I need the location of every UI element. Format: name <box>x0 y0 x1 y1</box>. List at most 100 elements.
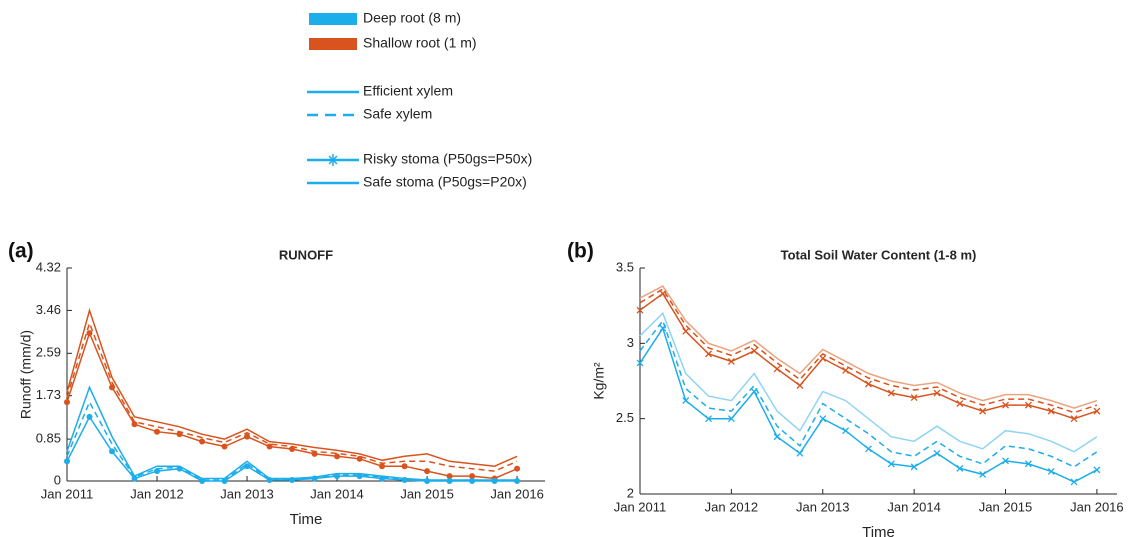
marker <box>311 450 318 457</box>
marker <box>514 478 521 484</box>
marker <box>266 443 273 450</box>
marker <box>131 475 138 482</box>
marker <box>244 433 251 440</box>
marker <box>446 478 453 484</box>
marker <box>379 463 386 470</box>
marker <box>705 415 712 423</box>
y-tick-label: 2.5 <box>616 410 634 425</box>
chart-title: Total Soil Water Content (1-8 m) <box>781 247 977 262</box>
legend-label: Deep root (8 m) <box>363 10 461 26</box>
marker <box>933 449 941 457</box>
marker <box>750 388 758 396</box>
y-tick-label: 4.32 <box>36 259 61 274</box>
x-axis-label: Time <box>862 524 895 537</box>
marker <box>1002 457 1009 465</box>
marker <box>86 330 93 337</box>
marker <box>109 448 116 455</box>
marker <box>1047 467 1055 475</box>
marker <box>887 460 895 468</box>
series-line <box>639 311 1098 453</box>
marker <box>659 290 667 298</box>
marker <box>842 427 850 435</box>
x-tick-label: Jan 2016 <box>490 486 544 501</box>
marker <box>109 384 116 391</box>
marker <box>819 415 827 423</box>
legend-label: Efficient xylem <box>363 83 453 99</box>
series-line <box>66 307 518 467</box>
marker <box>154 468 161 475</box>
legend-label: Safe stoma (P50gs=P20x) <box>363 174 527 190</box>
marker <box>289 477 296 484</box>
series-line <box>66 400 518 482</box>
x-tick-label: Jan 2014 <box>887 499 941 514</box>
marker <box>636 306 644 314</box>
marker <box>199 438 206 445</box>
marker <box>221 478 228 484</box>
marker <box>379 475 386 482</box>
series-line <box>639 285 1098 409</box>
marker <box>289 445 296 452</box>
marker <box>773 365 781 373</box>
marker <box>682 327 690 335</box>
marker <box>244 463 251 470</box>
y-tick-label: 3 <box>627 335 634 350</box>
marker <box>446 473 453 480</box>
series-line <box>639 288 1098 414</box>
series-line <box>66 330 518 480</box>
marker <box>819 354 827 362</box>
marker <box>1093 466 1101 474</box>
y-axis-label: Runoff (mm/d) <box>18 330 34 419</box>
y-tick-label: 3.46 <box>36 302 61 317</box>
marker <box>1070 478 1078 486</box>
marker <box>311 475 318 482</box>
marker <box>979 407 987 415</box>
marker <box>514 465 521 472</box>
marker <box>176 431 183 438</box>
x-tick-label: Jan 2015 <box>979 499 1033 514</box>
legend-label: Risky stoma (P50gs=P50x) <box>363 151 532 167</box>
marker <box>636 359 644 367</box>
legend-marker <box>328 155 338 165</box>
panel-label: (b) <box>567 240 594 263</box>
marker <box>334 453 341 460</box>
marker <box>1047 407 1055 415</box>
x-tick-label: Jan 2011 <box>614 499 667 514</box>
marker <box>424 468 431 475</box>
marker <box>154 428 161 435</box>
marker <box>979 470 987 478</box>
chart-title: RUNOFF <box>279 247 333 262</box>
marker <box>750 347 758 355</box>
marker <box>910 463 918 471</box>
marker <box>176 465 183 472</box>
marker <box>842 366 850 374</box>
marker <box>401 463 408 470</box>
x-axis-label: Time <box>290 511 323 528</box>
marker <box>356 455 363 462</box>
x-tick-label: Jan 2016 <box>1070 499 1124 514</box>
marker <box>86 413 93 420</box>
marker <box>64 458 70 465</box>
marker <box>956 400 964 408</box>
marker <box>266 477 273 484</box>
marker <box>424 478 431 484</box>
marker <box>796 382 804 389</box>
marker <box>1024 401 1032 409</box>
marker <box>1002 401 1009 409</box>
marker <box>199 478 206 484</box>
y-axis-label: Kg/m² <box>591 362 607 400</box>
panel-label: (a) <box>8 240 34 263</box>
marker <box>334 473 341 480</box>
marker <box>956 464 964 472</box>
x-tick-label: Jan 2014 <box>310 486 364 501</box>
legend-swatch <box>309 13 357 25</box>
y-tick-label: 1.73 <box>36 387 61 402</box>
marker <box>221 443 228 450</box>
marker <box>796 449 804 457</box>
marker <box>659 324 667 332</box>
series-line <box>639 292 1098 420</box>
marker <box>401 477 408 484</box>
y-tick-label: 3.5 <box>616 259 634 274</box>
series-line <box>639 319 1098 468</box>
marker <box>469 473 476 480</box>
